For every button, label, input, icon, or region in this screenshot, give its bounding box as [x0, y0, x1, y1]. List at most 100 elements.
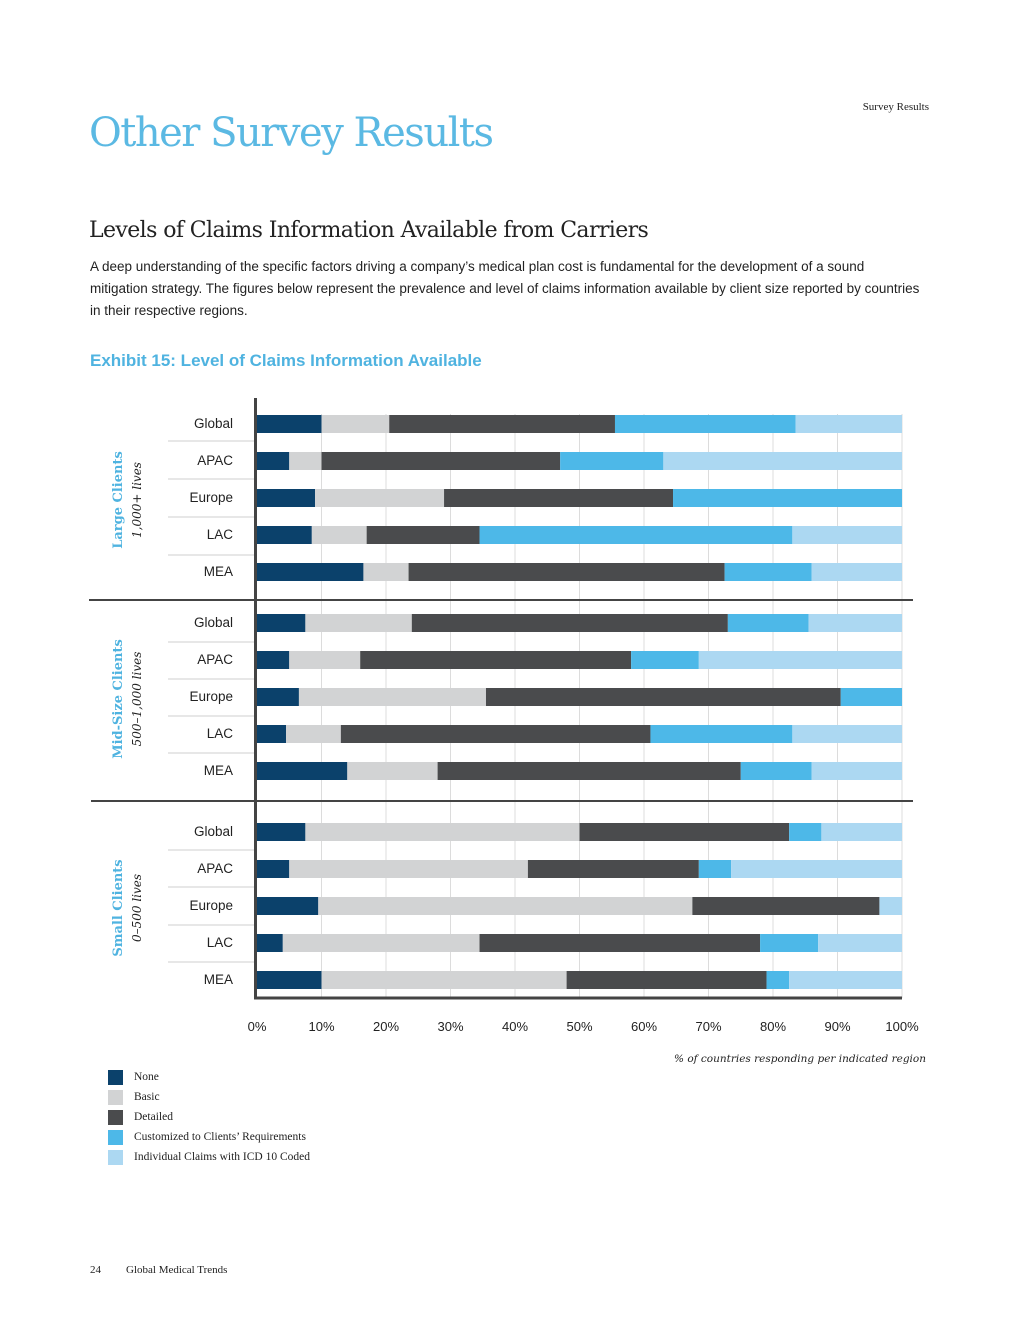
- bar-segment-basic: [363, 563, 409, 581]
- intro-paragraph: A deep understanding of the specific fac…: [90, 259, 920, 318]
- x-tick-label: 80%: [760, 1019, 786, 1034]
- bar-segment-none: [257, 823, 306, 841]
- running-header: Survey Results: [862, 101, 929, 113]
- bar-segment-none: [257, 526, 312, 544]
- bar-segment-detailed: [408, 563, 725, 581]
- legend-item-individual: Individual Claims with ICD 10 Coded: [108, 1147, 310, 1167]
- bar-segment-individual: [698, 651, 902, 669]
- x-tick-label: 40%: [502, 1019, 528, 1034]
- bar-segment-customized: [724, 563, 812, 581]
- bar-segment-individual: [795, 415, 902, 433]
- bar-segment-customized: [631, 651, 699, 669]
- bar-segment-basic: [298, 688, 486, 706]
- bar-segment-customized: [614, 415, 796, 433]
- bar-segment-customized: [650, 725, 793, 743]
- chart-legend: None Basic Detailed Customized to Client…: [108, 1067, 310, 1167]
- category-label: LAC: [207, 935, 234, 950]
- group-label: Small Clients: [111, 859, 126, 956]
- bar-segment-basic: [321, 971, 567, 989]
- x-tick-label: 10%: [308, 1019, 334, 1034]
- bar-segment-individual: [808, 614, 902, 632]
- bar-segment-customized: [789, 823, 822, 841]
- group-label: Mid-Size Clients: [111, 639, 126, 759]
- x-tick-label: 50%: [566, 1019, 592, 1034]
- legend-swatch-basic: [108, 1089, 123, 1105]
- bar-segment-customized: [740, 762, 812, 780]
- group-subtitle: 0–500 lives: [130, 874, 144, 942]
- category-label: Europe: [189, 490, 233, 505]
- legend-label-detailed: Detailed: [134, 1111, 173, 1123]
- bar-segment-detailed: [527, 860, 699, 878]
- legend-item-detailed: Detailed: [108, 1107, 310, 1127]
- bar-segment-customized: [766, 971, 790, 989]
- bar-segment-individual: [789, 971, 902, 989]
- bar-segment-none: [257, 452, 290, 470]
- x-axis-label: % of countries responding per indicated …: [674, 1053, 926, 1065]
- bar-segment-basic: [305, 823, 580, 841]
- group-label: Large Clients: [111, 451, 126, 549]
- bar-segment-customized: [698, 860, 732, 878]
- category-label: Europe: [189, 898, 233, 913]
- bar-segment-detailed: [485, 688, 841, 706]
- bar-segment-customized: [727, 614, 809, 632]
- bar-segment-detailed: [389, 415, 615, 433]
- bar-segment-basic: [289, 452, 322, 470]
- x-tick-label: 60%: [631, 1019, 657, 1034]
- bar-segment-customized: [560, 452, 664, 470]
- bar-segment-individual: [731, 860, 902, 878]
- category-label: Global: [194, 416, 233, 431]
- bar-segment-none: [257, 614, 306, 632]
- exhibit-title: Exhibit 15: Level of Claims Information …: [90, 351, 482, 370]
- stacked-bar-chart: Global APAC Europe LAC MEA Large Clients 1,000…: [89, 398, 926, 1065]
- bar-segment-detailed: [366, 526, 480, 544]
- bar-segment-individual: [879, 897, 902, 915]
- bar-segment-basic: [315, 489, 445, 507]
- bar-segment-basic: [282, 934, 480, 952]
- x-tick-label: 70%: [695, 1019, 721, 1034]
- category-label: MEA: [204, 972, 233, 987]
- bar-segment-individual: [792, 526, 902, 544]
- x-tick-label: 0%: [248, 1019, 267, 1034]
- legend-label-individual: Individual Claims with ICD 10 Coded: [134, 1151, 311, 1163]
- bar-segment-detailed: [411, 614, 728, 632]
- bar-segment-individual: [663, 452, 902, 470]
- bar-segment-individual: [818, 934, 902, 952]
- category-label: Global: [194, 615, 233, 630]
- bar-segment-none: [257, 563, 364, 581]
- bar-segment-detailed: [479, 934, 761, 952]
- bar-segment-none: [257, 897, 319, 915]
- bar-segment-none: [257, 489, 316, 507]
- legend-item-none: None: [108, 1067, 310, 1087]
- section-title: Levels of Claims Information Available f…: [89, 218, 649, 243]
- x-tick-label: 100%: [885, 1019, 919, 1034]
- bar-segment-detailed: [321, 452, 561, 470]
- bar-segment-none: [257, 762, 348, 780]
- category-label: LAC: [207, 527, 234, 542]
- category-label: APAC: [197, 652, 233, 667]
- category-label: Europe: [189, 689, 233, 704]
- bar-segment-basic: [347, 762, 438, 780]
- legend-swatch-detailed: [108, 1109, 123, 1125]
- legend-label-customized: Customized to Clients’ Requirements: [134, 1131, 306, 1143]
- bar-segment-none: [257, 651, 290, 669]
- bar-segment-individual: [811, 762, 902, 780]
- publication-name: Global Medical Trends: [126, 1264, 228, 1276]
- group-subtitle: 500–1,000 lives: [130, 652, 144, 747]
- bar-segment-customized: [479, 526, 793, 544]
- bar-segment-basic: [318, 897, 693, 915]
- category-label: LAC: [207, 726, 234, 741]
- bar-segment-basic: [311, 526, 367, 544]
- page-title: Other Survey Results: [89, 110, 494, 156]
- bar-segment-detailed: [692, 897, 880, 915]
- page-number: 24: [90, 1264, 101, 1276]
- x-tick-label: 20%: [373, 1019, 399, 1034]
- x-tick-label: 90%: [824, 1019, 850, 1034]
- bar-segment-detailed: [566, 971, 767, 989]
- x-tick-label: 30%: [437, 1019, 463, 1034]
- bar-segment-none: [257, 971, 322, 989]
- bar-segment-basic: [305, 614, 412, 632]
- bar-segment-none: [257, 415, 322, 433]
- bar-segment-none: [257, 725, 287, 743]
- bar-segment-individual: [811, 563, 902, 581]
- bar-segment-detailed: [437, 762, 741, 780]
